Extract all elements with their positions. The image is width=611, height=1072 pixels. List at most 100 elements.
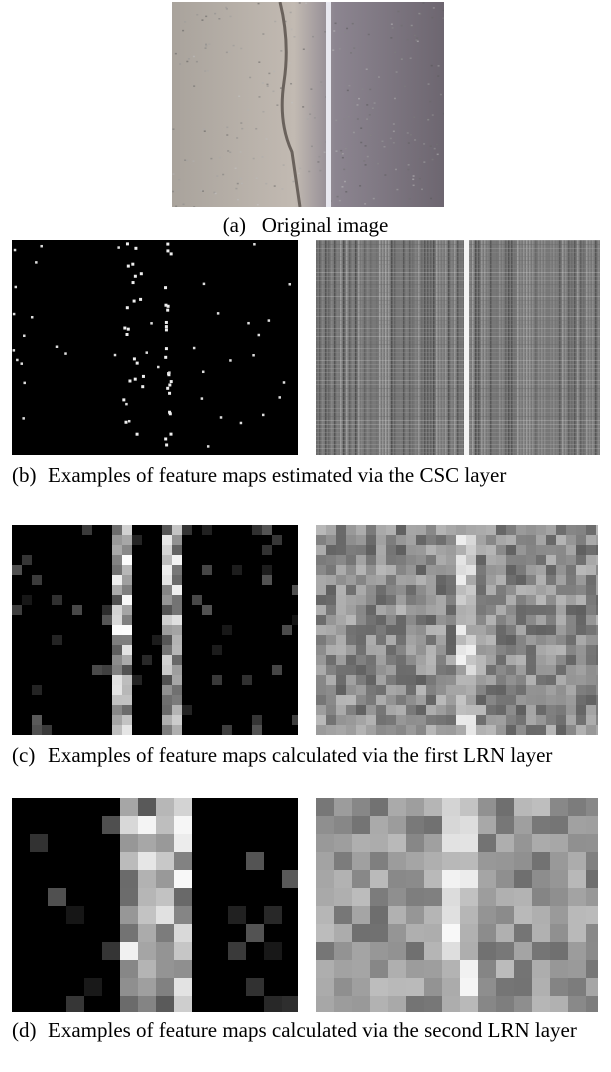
original-image (172, 2, 444, 207)
texture (365, 164, 367, 166)
texture (268, 73, 270, 75)
block (486, 575, 496, 585)
block (446, 695, 456, 705)
stripe (316, 296, 600, 297)
texture (432, 114, 434, 116)
texture (347, 90, 349, 92)
block (546, 695, 556, 705)
block (316, 535, 326, 545)
block (406, 725, 416, 735)
block (356, 525, 366, 535)
block (376, 685, 386, 695)
block (352, 924, 370, 942)
block (486, 565, 496, 575)
block (516, 545, 526, 555)
stripe (316, 300, 600, 301)
block (514, 852, 532, 870)
block (586, 555, 596, 565)
block (252, 725, 262, 735)
block (442, 798, 460, 816)
block (532, 834, 550, 852)
texture (348, 85, 350, 87)
stripe (316, 424, 600, 425)
texture (378, 76, 380, 78)
block (282, 996, 298, 1012)
block (486, 605, 496, 615)
block (316, 575, 326, 585)
texture (226, 8, 228, 10)
block (586, 585, 596, 595)
block (416, 675, 426, 685)
block (496, 870, 514, 888)
block (262, 565, 272, 575)
texture (358, 98, 360, 100)
block (112, 605, 122, 615)
stripe (316, 264, 600, 265)
block (424, 798, 442, 816)
block (334, 798, 352, 816)
block (476, 675, 486, 685)
block (366, 675, 376, 685)
block (406, 635, 416, 645)
block (316, 625, 326, 635)
texture (186, 61, 188, 63)
texture (240, 178, 242, 180)
block (566, 645, 576, 655)
texture (413, 185, 415, 187)
block (12, 565, 22, 575)
dot (126, 242, 129, 245)
block (172, 545, 182, 555)
block (596, 685, 598, 695)
texture (345, 191, 347, 193)
block (370, 834, 388, 852)
texture (440, 94, 442, 96)
texture (344, 181, 346, 183)
block (120, 834, 138, 852)
block (586, 605, 596, 615)
block (162, 585, 172, 595)
block (30, 834, 48, 852)
block (496, 978, 514, 996)
texture (339, 48, 341, 50)
block (416, 665, 426, 675)
block (526, 575, 536, 585)
block (228, 906, 246, 924)
block (566, 675, 576, 685)
block (496, 695, 506, 705)
block (376, 715, 386, 725)
block (568, 816, 586, 834)
block (436, 615, 446, 625)
block (476, 555, 486, 565)
block (376, 665, 386, 675)
block (156, 942, 174, 960)
block (436, 605, 446, 615)
block (550, 888, 568, 906)
texture (353, 132, 355, 134)
block (576, 605, 586, 615)
texture (350, 52, 352, 54)
block (442, 924, 460, 942)
block (486, 665, 496, 675)
block (442, 816, 460, 834)
block (586, 906, 598, 924)
dot (136, 433, 139, 436)
block (282, 625, 292, 635)
block (352, 960, 370, 978)
block (596, 615, 598, 625)
block (346, 555, 356, 565)
block (476, 645, 486, 655)
block (436, 595, 446, 605)
block (426, 645, 436, 655)
block (550, 924, 568, 942)
block (566, 655, 576, 665)
block (406, 575, 416, 585)
texture (390, 138, 392, 140)
stripe (316, 400, 600, 401)
block (496, 816, 514, 834)
block (72, 605, 82, 615)
texture (273, 71, 275, 73)
block (476, 585, 486, 595)
block (346, 625, 356, 635)
block (388, 870, 406, 888)
block (532, 870, 550, 888)
